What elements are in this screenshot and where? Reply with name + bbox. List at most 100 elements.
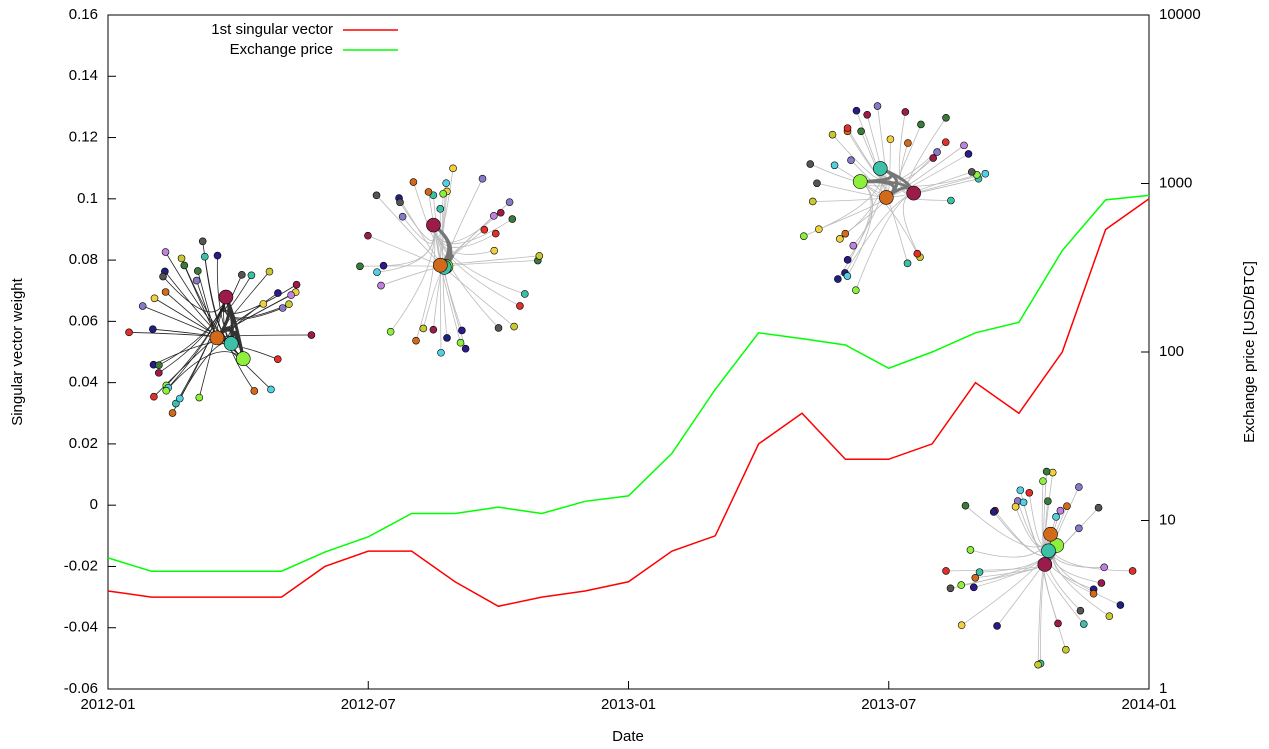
network-node: [278, 304, 287, 312]
network-node: [1016, 486, 1025, 495]
network-node: [1100, 563, 1108, 572]
network-node: [1062, 645, 1070, 654]
network-edge: [175, 296, 227, 404]
network-node: [836, 235, 844, 243]
network-node: [857, 127, 865, 136]
network-node: [852, 286, 860, 294]
network-hub: [433, 257, 448, 273]
network-node: [813, 179, 821, 188]
network-hub: [1041, 543, 1056, 559]
legend-label: 1st singular vector: [211, 21, 333, 38]
y-tick-label: -0.04: [64, 619, 98, 636]
network-node: [1116, 601, 1125, 609]
network-node: [155, 361, 163, 369]
network-edge: [812, 192, 914, 202]
network-node: [250, 387, 259, 395]
network-node: [149, 325, 157, 333]
network-node: [496, 208, 505, 217]
network-node: [150, 392, 158, 401]
network-node: [903, 259, 912, 268]
network-edge: [439, 264, 442, 353]
network-node: [830, 161, 839, 170]
network-node: [806, 160, 815, 168]
network-edge: [1037, 564, 1046, 665]
network-node: [847, 156, 855, 165]
network-node: [1039, 477, 1047, 485]
y2-tick-label: 100: [1159, 343, 1184, 360]
network-node: [1089, 589, 1098, 598]
plot-frame: [107, 14, 1150, 690]
network-node: [155, 369, 163, 377]
network-node: [172, 399, 180, 408]
network-node: [993, 622, 1001, 630]
network-node: [1019, 498, 1028, 507]
network-node: [508, 215, 517, 223]
network-node: [273, 355, 282, 364]
network-edge: [165, 351, 244, 392]
y-tick-label: 0.12: [69, 129, 98, 146]
network-node: [180, 261, 189, 270]
network-node: [175, 394, 184, 403]
network-node: [971, 573, 980, 582]
network-node: [125, 328, 133, 337]
network-edge: [1053, 545, 1121, 606]
network-hub: [1037, 557, 1053, 572]
network-node: [267, 385, 275, 394]
network-node: [904, 139, 912, 147]
legend-label: Exchange price: [230, 41, 333, 58]
network-edge: [1049, 534, 1133, 572]
network-hub: [209, 330, 225, 346]
network-node: [238, 271, 246, 279]
network-node: [505, 198, 514, 206]
network-node: [372, 191, 381, 200]
network-node: [1097, 579, 1106, 587]
network-node: [449, 164, 457, 173]
y2-tick-label: 1: [1159, 680, 1167, 697]
y-tick-label: 0: [90, 496, 98, 513]
network-node: [1128, 567, 1137, 575]
network-edge: [1043, 564, 1067, 650]
network-edge: [197, 270, 218, 339]
network-node: [161, 248, 170, 256]
network-node: [491, 229, 500, 238]
network-node: [841, 229, 850, 238]
network-node: [285, 300, 293, 309]
network-hub: [426, 217, 441, 233]
series-line: [107, 194, 1150, 572]
series-line: [107, 198, 1150, 608]
network-node: [364, 231, 372, 240]
network-node: [964, 150, 973, 158]
y2-axis-label: Exchange price [USD/BTC]: [1241, 261, 1258, 443]
network-node: [1011, 502, 1020, 511]
y2-tick-label: 10: [1159, 511, 1176, 528]
network-node: [1034, 660, 1042, 669]
network-node: [828, 130, 837, 139]
network-node: [942, 113, 950, 122]
network-node: [377, 281, 385, 290]
network-node: [929, 154, 938, 162]
network-node: [1076, 606, 1085, 615]
network-node: [247, 271, 256, 280]
network-node: [213, 251, 222, 260]
network-node: [989, 508, 998, 516]
network-node: [1056, 506, 1065, 515]
x-tick-label: 2012-01: [80, 696, 135, 713]
network-node: [521, 290, 529, 298]
network-node: [975, 568, 984, 576]
x-tick-label: 2013-01: [601, 696, 656, 713]
network-node: [198, 237, 207, 246]
network-hub: [852, 174, 868, 189]
network-node: [193, 267, 202, 275]
network-node: [535, 252, 544, 260]
network-node: [815, 225, 823, 233]
network-hub: [872, 161, 888, 176]
network-node: [510, 322, 518, 331]
network-node: [966, 546, 975, 554]
network-node: [1044, 497, 1052, 505]
network-insets: [125, 102, 1137, 669]
network-node: [292, 280, 301, 289]
network-node: [494, 324, 503, 332]
network-node: [419, 324, 428, 333]
network-node: [436, 205, 445, 213]
